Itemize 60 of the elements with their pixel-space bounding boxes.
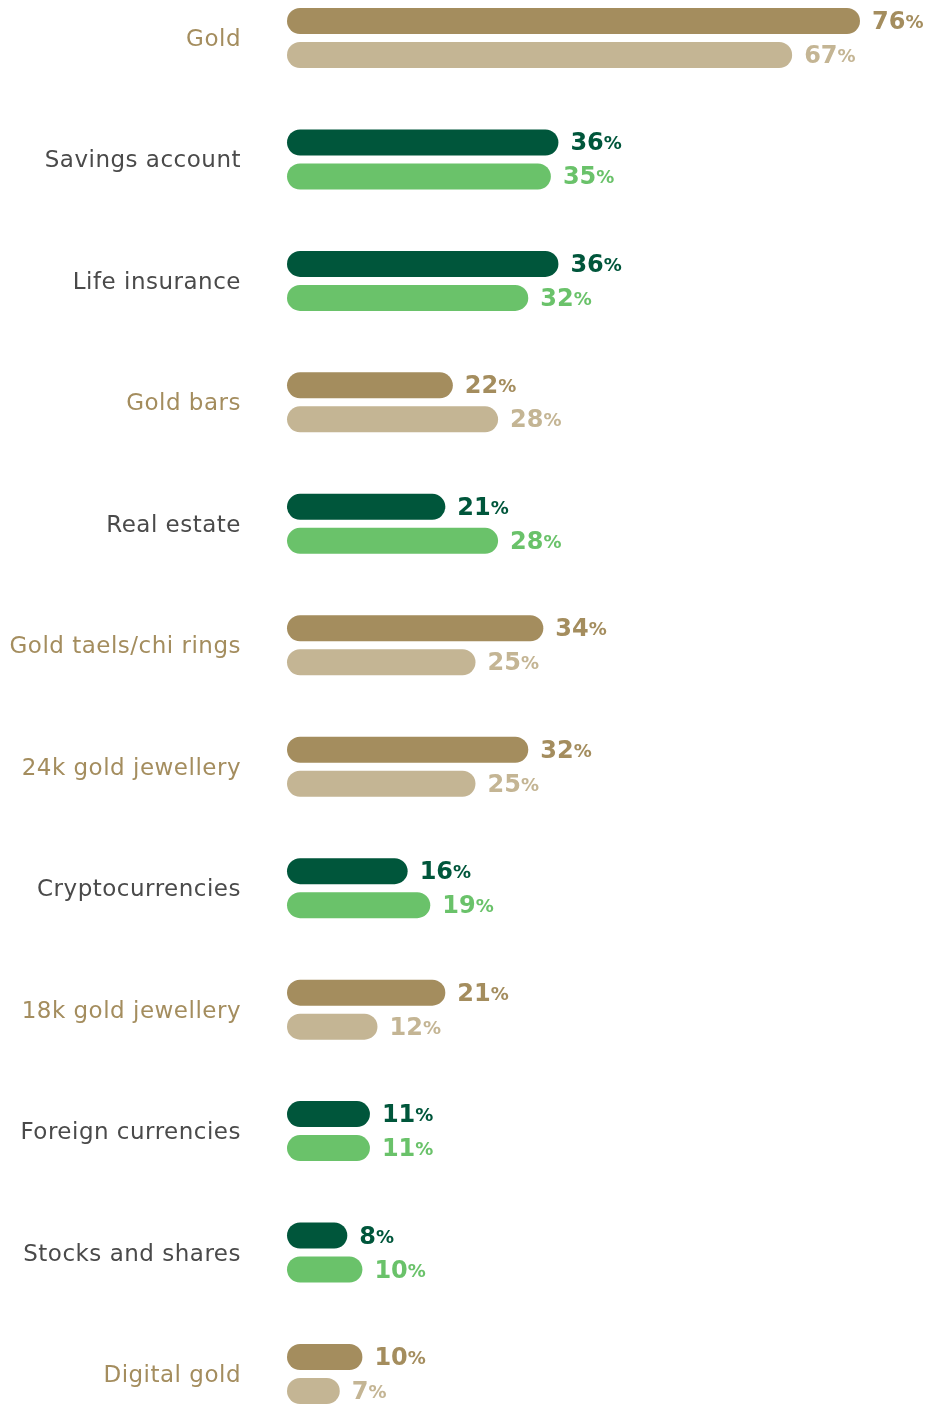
bar: [287, 493, 446, 520]
bar: [287, 1013, 378, 1040]
data-label: 67%: [804, 41, 856, 69]
data-label: 32%: [540, 283, 592, 312]
data-label: 22%: [464, 371, 517, 400]
data-label: 10%: [374, 1343, 426, 1371]
data-label: 8%: [359, 1221, 395, 1250]
data-label: 28%: [510, 405, 562, 434]
bar: [287, 1222, 348, 1249]
data-label: 36%: [570, 128, 622, 157]
y-tick-label: Stocks and shares: [23, 1239, 241, 1266]
bar: [287, 250, 559, 277]
y-tick-label: Gold: [186, 25, 241, 51]
y-tick-label: 24k gold jewellery: [21, 753, 241, 780]
bar: [287, 42, 793, 68]
y-tick-label: Foreign currencies: [20, 1118, 241, 1145]
bar: [287, 1344, 363, 1370]
bar: [287, 527, 499, 554]
bar: [287, 1135, 370, 1162]
y-tick-label: 18k gold jewellery: [21, 996, 241, 1023]
data-label: 36%: [570, 249, 622, 278]
bar: [287, 858, 408, 885]
bar: [287, 1378, 340, 1404]
data-label: 32%: [540, 735, 592, 764]
data-label: 10%: [374, 1255, 426, 1284]
data-label: 16%: [419, 857, 472, 886]
data-label: 21%: [457, 492, 509, 521]
data-label: 34%: [555, 614, 607, 643]
y-tick-label: Cryptocurrencies: [37, 875, 241, 902]
bar: [287, 284, 529, 311]
bar: [287, 8, 860, 34]
data-label: 12%: [389, 1012, 441, 1041]
data-label: 76%: [872, 7, 924, 35]
data-label: 35%: [562, 162, 615, 191]
bar: [287, 770, 476, 797]
bar: [287, 979, 446, 1006]
data-label: 21%: [457, 978, 509, 1007]
data-label: 25%: [487, 769, 539, 798]
bar: [287, 649, 476, 676]
bar: [287, 1256, 363, 1283]
y-tick-label: Savings account: [44, 146, 241, 173]
y-tick-label: Real estate: [106, 510, 241, 537]
y-tick-label: Gold bars: [126, 389, 241, 416]
y-tick-label: Digital gold: [103, 1361, 241, 1387]
bar: [287, 615, 544, 642]
data-label: 7%: [351, 1377, 387, 1405]
bar: [287, 129, 559, 156]
bar: [287, 736, 529, 763]
data-label: 25%: [487, 648, 539, 677]
data-label: 28%: [510, 526, 562, 555]
bar: [287, 372, 453, 399]
data-label: 11%: [381, 1134, 434, 1163]
bar: [287, 163, 551, 190]
data-label: 19%: [442, 891, 494, 920]
y-tick-label: Life insurance: [72, 267, 241, 294]
bar: [287, 1101, 370, 1128]
y-tick-label: Gold taels/chi rings: [9, 632, 241, 659]
bar: [287, 892, 431, 919]
bar: [287, 406, 499, 433]
data-label: 11%: [381, 1100, 434, 1129]
